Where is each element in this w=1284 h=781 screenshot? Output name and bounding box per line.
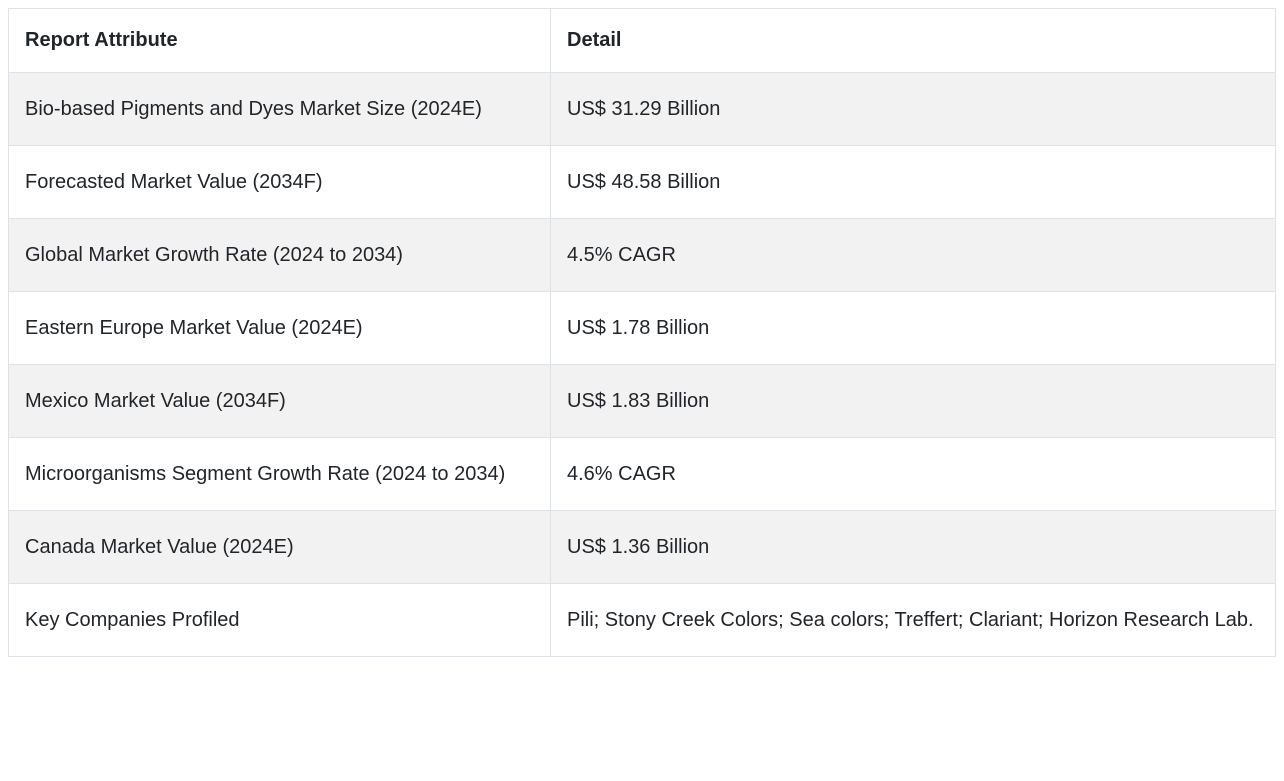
table-row: Key Companies Profiled Pili; Stony Creek…: [8, 583, 1276, 657]
detail-cell: 4.5% CAGR: [550, 218, 1276, 292]
attribute-cell: Forecasted Market Value (2034F): [8, 145, 551, 219]
header-cell-detail: Detail: [550, 8, 1276, 73]
table-row: Eastern Europe Market Value (2024E) US$ …: [8, 291, 1276, 365]
detail-cell: US$ 1.83 Billion: [550, 364, 1276, 438]
detail-cell: US$ 31.29 Billion: [550, 72, 1276, 146]
detail-cell: US$ 1.36 Billion: [550, 510, 1276, 584]
attribute-cell: Mexico Market Value (2034F): [8, 364, 551, 438]
report-attributes-table: Report Attribute Detail Bio-based Pigmen…: [8, 8, 1276, 657]
table-row: Canada Market Value (2024E) US$ 1.36 Bil…: [8, 510, 1276, 584]
attribute-cell: Eastern Europe Market Value (2024E): [8, 291, 551, 365]
table-row: Global Market Growth Rate (2024 to 2034)…: [8, 218, 1276, 292]
header-cell-report-attribute: Report Attribute: [8, 8, 551, 73]
table-row: Mexico Market Value (2034F) US$ 1.83 Bil…: [8, 364, 1276, 438]
attribute-cell: Global Market Growth Rate (2024 to 2034): [8, 218, 551, 292]
detail-cell: US$ 48.58 Billion: [550, 145, 1276, 219]
detail-cell: US$ 1.78 Billion: [550, 291, 1276, 365]
attribute-cell: Canada Market Value (2024E): [8, 510, 551, 584]
header-row: Report Attribute Detail: [8, 8, 1276, 73]
attribute-cell: Microorganisms Segment Growth Rate (2024…: [8, 437, 551, 511]
table-row: Forecasted Market Value (2034F) US$ 48.5…: [8, 145, 1276, 219]
table-row: Microorganisms Segment Growth Rate (2024…: [8, 437, 1276, 511]
attribute-cell: Bio-based Pigments and Dyes Market Size …: [8, 72, 551, 146]
detail-cell: 4.6% CAGR: [550, 437, 1276, 511]
detail-cell: Pili; Stony Creek Colors; Sea colors; Tr…: [550, 583, 1276, 657]
attribute-cell: Key Companies Profiled: [8, 583, 551, 657]
table-row: Bio-based Pigments and Dyes Market Size …: [8, 72, 1276, 146]
